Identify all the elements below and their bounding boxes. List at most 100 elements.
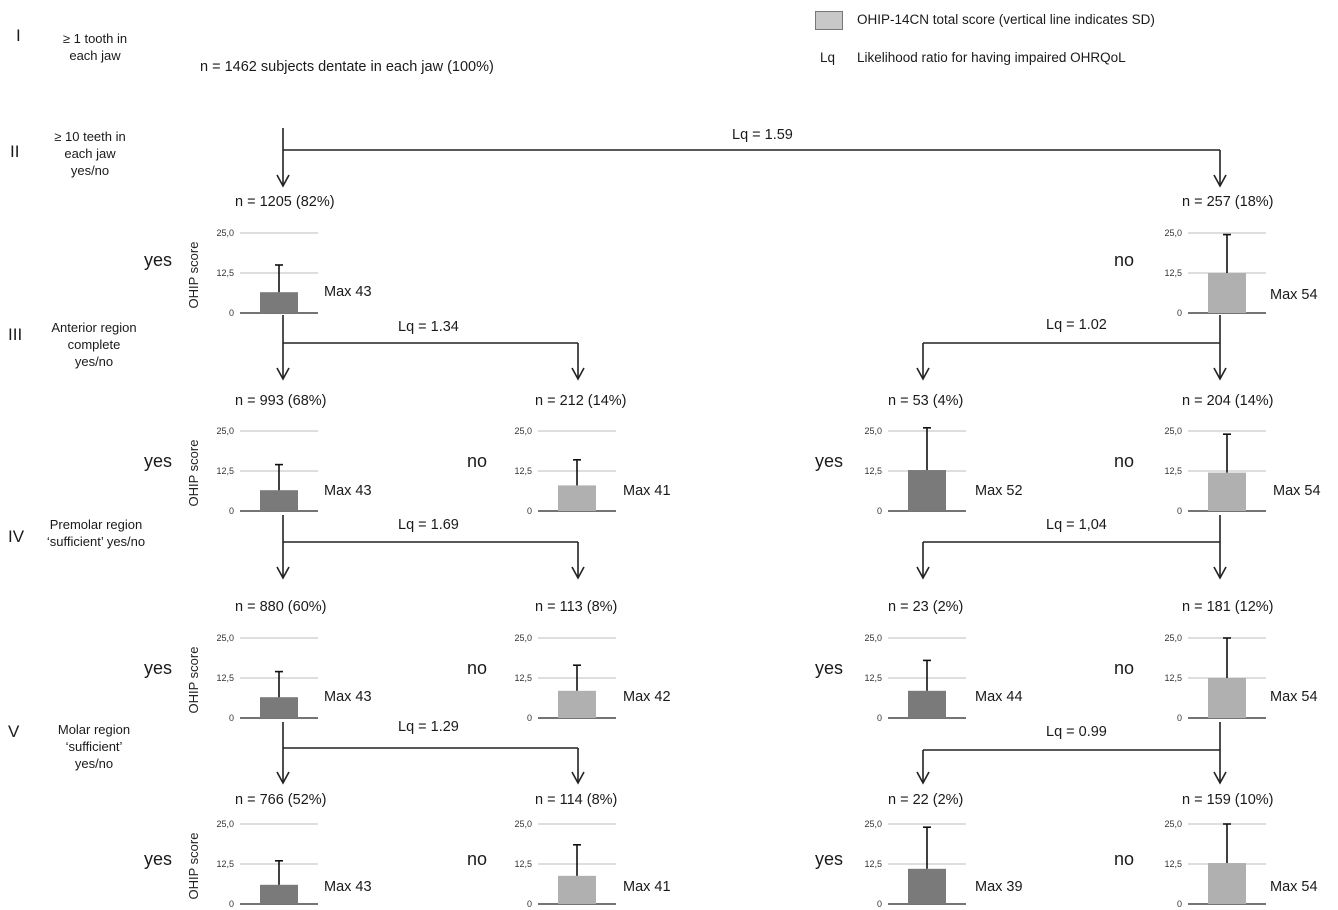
mini-chart-1-tick-2: 25,0	[216, 228, 234, 238]
mini-chart-9-tick-2: 25,0	[864, 633, 882, 643]
lq-label-5: Lq = 1,04	[1046, 517, 1107, 533]
mini-chart-10-bar	[1208, 678, 1246, 718]
mini-chart-7-bar	[260, 697, 298, 718]
node-count-8: n = 113 (8%)	[535, 599, 618, 615]
lq-label-1: Lq = 1.59	[732, 127, 793, 143]
mini-chart-11-tick-1: 12,5	[216, 859, 234, 869]
split-6-arrow-left-head	[276, 771, 290, 785]
mini-chart-10-tick-1: 12,5	[1164, 673, 1182, 683]
mini-chart-14-tick-1: 12,5	[1164, 859, 1182, 869]
node-answer-14: no	[1114, 849, 1135, 869]
mini-chart-9: 0 12,5 25,0	[864, 633, 966, 723]
mini-chart-6-tick-1: 12,5	[1164, 466, 1182, 476]
node-max-5: Max 52	[975, 483, 1023, 499]
mini-chart-10: 0 12,5 25,0	[1164, 633, 1266, 723]
mini-chart-5-tick-1: 12,5	[864, 466, 882, 476]
mini-chart-5-tick-0: 0	[877, 506, 882, 516]
mini-chart-1-bar	[260, 292, 298, 313]
split-6-arrow-right-head	[571, 771, 585, 785]
level-roman-1: I	[16, 26, 21, 45]
node-count-14: n = 159 (10%)	[1182, 792, 1274, 808]
mini-chart-11-tick-0: 0	[229, 899, 234, 909]
mini-chart-1-tick-0: 0	[229, 308, 234, 318]
legend-lq-label: Likelihood ratio for having impaired OHR…	[857, 50, 1126, 65]
node-count-3: n = 993 (68%)	[235, 393, 327, 409]
mini-chart-14-tick-0: 0	[1177, 899, 1182, 909]
mini-chart-6: 0 12,5 25,0	[1164, 426, 1266, 516]
mini-chart-13-tick-2: 25,0	[864, 819, 882, 829]
mini-chart-11-axis-title: OHIP score	[186, 833, 201, 900]
legend-bar-swatch	[815, 11, 843, 30]
split-4-arrow-right-head	[571, 566, 585, 580]
node-answer-2: no	[1114, 250, 1135, 270]
mini-chart-7-axis-title: OHIP score	[186, 647, 201, 714]
node-count-10: n = 181 (12%)	[1182, 599, 1274, 615]
mini-chart-4: 0 12,5 25,0	[514, 426, 616, 516]
mini-chart-13-tick-0: 0	[877, 899, 882, 909]
node-max-6: Max 54	[1273, 483, 1321, 499]
level-roman-3: III	[8, 325, 23, 344]
mini-chart-3-tick-2: 25,0	[216, 426, 234, 436]
node-max-12: Max 41	[623, 879, 671, 895]
lq-label-7: Lq = 0.99	[1046, 724, 1107, 740]
mini-chart-14: 0 12,5 25,0	[1164, 819, 1266, 909]
node-answer-11: yes	[144, 849, 173, 869]
mini-chart-8-bar	[558, 690, 596, 718]
level-roman-4: IV	[8, 527, 25, 546]
mini-chart-12-tick-1: 12,5	[514, 859, 532, 869]
node-count-5: n = 53 (4%)	[888, 393, 964, 409]
node-max-1: Max 43	[324, 284, 372, 300]
mini-chart-6-bar	[1208, 472, 1246, 511]
node-max-13: Max 39	[975, 879, 1023, 895]
mini-chart-3-tick-0: 0	[229, 506, 234, 516]
node-count-11: n = 766 (52%)	[235, 792, 327, 808]
mini-chart-5: 0 12,5 25,0	[864, 426, 966, 516]
mini-chart-12-bar	[558, 875, 596, 904]
level-criterion-4: Premolar region ‘sufficient’ yes/no	[46, 517, 146, 549]
mini-chart-9-bar	[908, 690, 946, 718]
node-max-3: Max 43	[324, 483, 372, 499]
node-count-4: n = 212 (14%)	[535, 393, 627, 409]
mini-chart-3-axis-title: OHIP score	[186, 440, 201, 507]
split-2-arrow-left-head	[276, 367, 290, 381]
level-roman-5: V	[8, 722, 20, 741]
mini-chart-2: 0 12,5 25,0	[1164, 228, 1266, 318]
node-max-4: Max 41	[623, 483, 671, 499]
node-max-11: Max 43	[324, 879, 372, 895]
level-criterion-5: Molar region ‘sufficient’ yes/no	[57, 722, 131, 771]
mini-chart-1: 0 12,5 25,0 OHIP score	[186, 228, 318, 318]
node-count-7: n = 880 (60%)	[235, 599, 327, 615]
mini-chart-12-tick-2: 25,0	[514, 819, 532, 829]
mini-chart-7: 0 12,5 25,0 OHIP score	[186, 633, 318, 723]
split-7-arrow-left-head	[916, 771, 930, 785]
mini-chart-3-bar	[260, 490, 298, 511]
mini-bar-charts: 0 12,5 25,0 OHIP score 0 12,5 25,0 0 12,5 25,0 OHI…	[186, 228, 1266, 909]
split-5-arrow-left-head	[916, 566, 930, 580]
mini-chart-14-tick-2: 25,0	[1164, 819, 1182, 829]
mini-chart-3: 0 12,5 25,0 OHIP score	[186, 426, 318, 516]
node-answer-1: yes	[144, 250, 173, 270]
mini-chart-7-tick-2: 25,0	[216, 633, 234, 643]
split-5-arrow-right-head	[1213, 566, 1227, 580]
mini-chart-2-tick-2: 25,0	[1164, 228, 1182, 238]
node-answer-12: no	[467, 849, 488, 869]
mini-chart-8-tick-1: 12,5	[514, 673, 532, 683]
lq-label-2: Lq = 1.34	[398, 319, 459, 335]
split-3-arrow-right-head	[1213, 367, 1227, 381]
mini-chart-2-bar	[1208, 273, 1246, 313]
split-1-arrow-left-head	[276, 174, 290, 188]
node-max-8: Max 42	[623, 689, 671, 705]
lq-label-6: Lq = 1.29	[398, 719, 459, 735]
lq-label-4: Lq = 1.69	[398, 517, 459, 533]
node-count-1: n = 1205 (82%)	[235, 194, 335, 210]
mini-chart-4-tick-1: 12,5	[514, 466, 532, 476]
node-answer-4: no	[467, 451, 488, 471]
mini-chart-13-bar	[908, 868, 946, 904]
split-3-arrow-left-head	[916, 367, 930, 381]
node-max-7: Max 43	[324, 689, 372, 705]
node-max-10: Max 54	[1270, 689, 1318, 705]
node-count-13: n = 22 (2%)	[888, 792, 964, 808]
mini-chart-13: 0 12,5 25,0	[864, 819, 966, 909]
mini-chart-7-tick-1: 12,5	[216, 673, 234, 683]
mini-chart-12-tick-0: 0	[527, 899, 532, 909]
